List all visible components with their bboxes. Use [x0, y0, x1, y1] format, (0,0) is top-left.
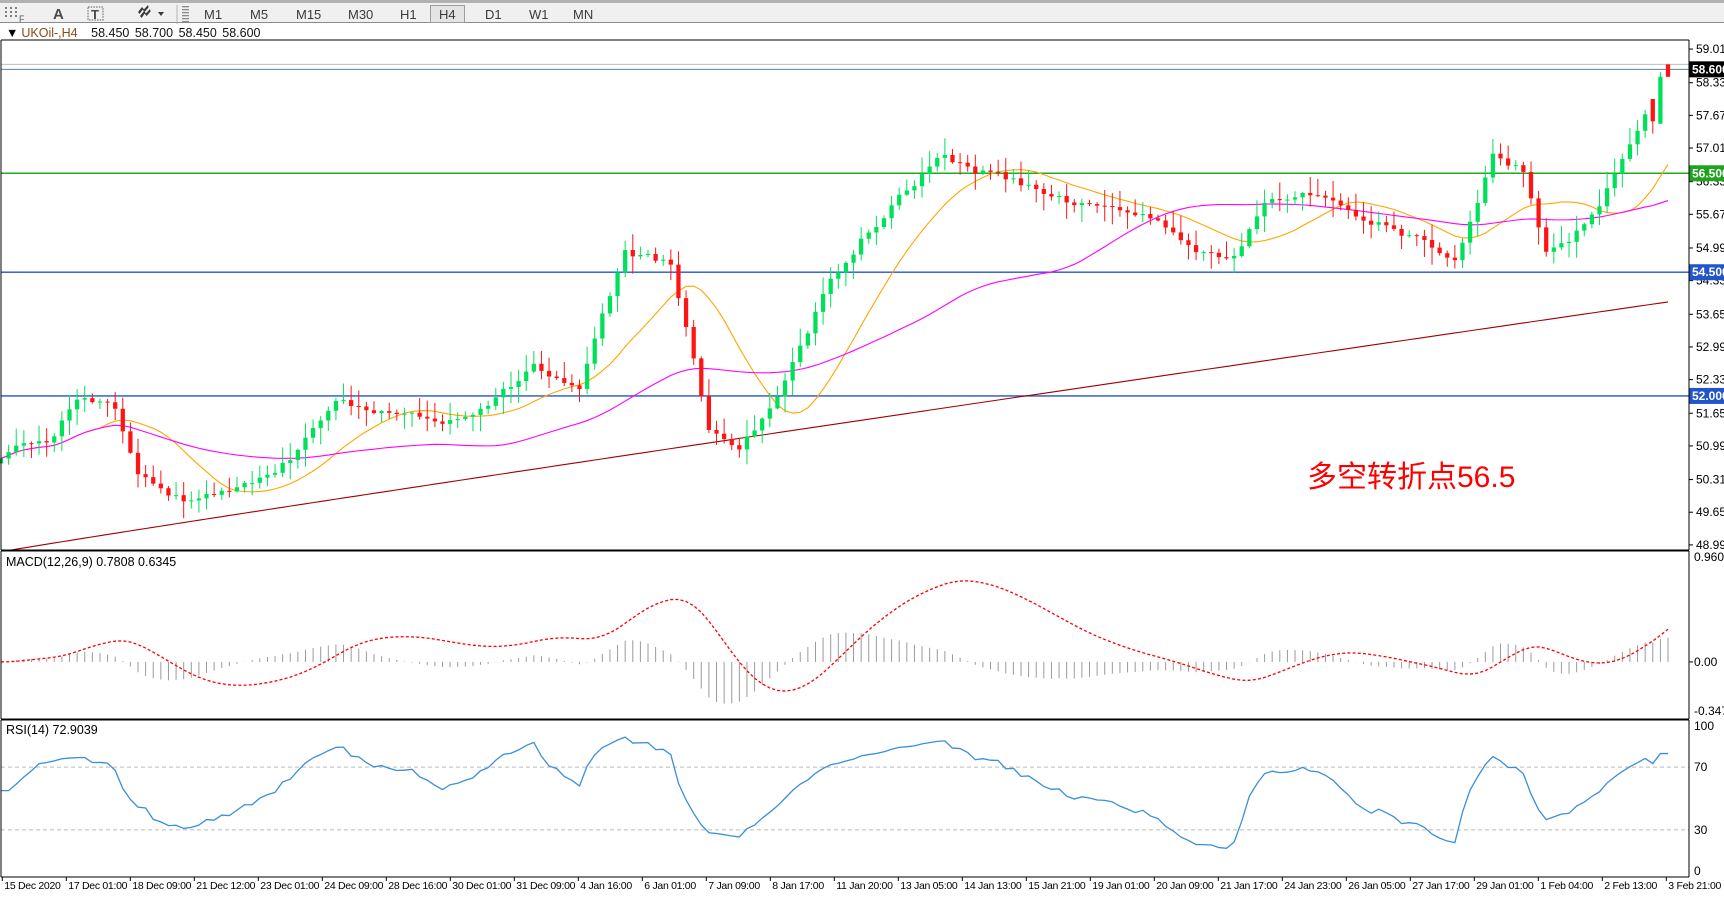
svg-text:54.990: 54.990 [1696, 241, 1724, 255]
svg-text:51.650: 51.650 [1696, 406, 1724, 420]
svg-text:59.010: 59.010 [1696, 42, 1724, 56]
svg-text:58.330: 58.330 [1696, 76, 1724, 90]
svg-text:0.9604: 0.9604 [1694, 550, 1724, 564]
svg-text:50.310: 50.310 [1696, 473, 1724, 487]
svg-text:52.990: 52.990 [1696, 340, 1724, 354]
svg-text:54.500: 54.500 [1692, 265, 1724, 279]
svg-text:53.650: 53.650 [1696, 307, 1724, 321]
svg-text:0.00: 0.00 [1694, 655, 1718, 669]
svg-text:多空转折点56.5: 多空转折点56.5 [1307, 461, 1515, 494]
svg-text:49.650: 49.650 [1696, 505, 1724, 519]
svg-text:52.000: 52.000 [1692, 389, 1724, 403]
svg-text:30: 30 [1694, 823, 1708, 837]
svg-text:50.990: 50.990 [1696, 439, 1724, 453]
svg-text:-0.3473: -0.3473 [1694, 704, 1724, 718]
svg-text:57.670: 57.670 [1696, 108, 1724, 122]
svg-text:70: 70 [1694, 760, 1708, 774]
svg-text:100: 100 [1694, 719, 1714, 733]
svg-text:0: 0 [1694, 864, 1701, 878]
svg-text:56.500: 56.500 [1692, 166, 1724, 180]
svg-text:58.600: 58.600 [1692, 62, 1724, 76]
svg-text:55.670: 55.670 [1696, 207, 1724, 221]
svg-text:52.330: 52.330 [1696, 373, 1724, 387]
svg-text:57.010: 57.010 [1696, 141, 1724, 155]
